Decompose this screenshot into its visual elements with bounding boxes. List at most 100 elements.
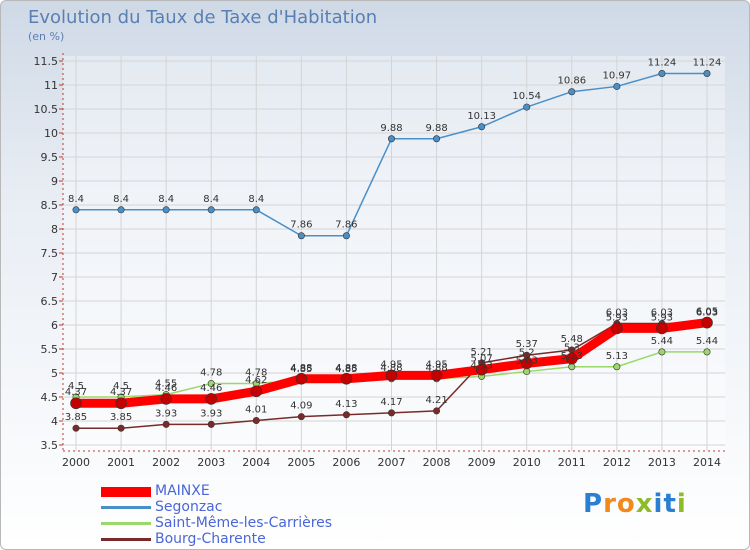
y-tick-label: 6.5 bbox=[41, 295, 59, 308]
logo-letter: i bbox=[653, 489, 664, 519]
data-point bbox=[520, 357, 533, 370]
data-label: 5.3 bbox=[564, 343, 580, 354]
data-point bbox=[430, 369, 443, 382]
data-label: 4.5 bbox=[113, 381, 129, 392]
legend-label: MAINXE bbox=[155, 483, 210, 499]
data-point bbox=[115, 397, 127, 410]
data-point bbox=[297, 413, 305, 421]
data-point bbox=[70, 397, 82, 410]
data-label: 9.88 bbox=[380, 123, 402, 134]
data-label: 4.85 bbox=[335, 364, 357, 375]
y-tick-label: 9 bbox=[51, 175, 58, 188]
y-tick-label: 11.5 bbox=[34, 55, 59, 68]
data-point bbox=[342, 232, 350, 240]
data-label: 4.88 bbox=[290, 363, 312, 374]
data-point bbox=[387, 135, 395, 143]
data-point bbox=[207, 420, 215, 428]
x-tick-label: 2001 bbox=[107, 456, 135, 469]
data-label: 5.44 bbox=[696, 336, 718, 347]
data-label: 4.62 bbox=[245, 375, 267, 386]
data-label: 6.03 bbox=[696, 308, 718, 319]
legend-swatch bbox=[101, 522, 151, 525]
y-tick-label: 4.5 bbox=[41, 391, 59, 404]
logo-letter: o bbox=[616, 489, 636, 519]
x-tick-label: 2014 bbox=[693, 456, 721, 469]
data-point bbox=[295, 372, 308, 385]
logo-letter: i bbox=[676, 489, 687, 519]
x-tick-label: 2003 bbox=[197, 456, 225, 469]
data-label: 3.93 bbox=[155, 408, 177, 419]
data-point bbox=[703, 69, 711, 77]
data-label: 4.55 bbox=[155, 379, 177, 390]
data-label: 11.24 bbox=[648, 57, 677, 68]
y-tick-label: 10.5 bbox=[34, 103, 59, 116]
data-label: 4.88 bbox=[335, 363, 357, 374]
data-point bbox=[117, 424, 125, 432]
x-tick-label: 2004 bbox=[242, 456, 270, 469]
data-point bbox=[342, 411, 350, 419]
data-point bbox=[703, 348, 711, 356]
data-point bbox=[160, 393, 172, 405]
data-point bbox=[701, 316, 713, 329]
data-label: 3.85 bbox=[110, 412, 132, 423]
legend-swatch bbox=[101, 506, 151, 509]
logo-letter: t bbox=[663, 489, 677, 519]
data-label: 4.85 bbox=[290, 364, 312, 375]
chart-title: Evolution du Taux de Taxe d'Habitation bbox=[28, 7, 378, 28]
y-tick-label: 5.5 bbox=[41, 343, 59, 356]
data-label: 4.01 bbox=[245, 405, 267, 416]
y-tick-label: 7 bbox=[51, 271, 58, 284]
data-label: 4.37 bbox=[110, 387, 132, 398]
data-point bbox=[72, 206, 80, 214]
data-label: 5.44 bbox=[651, 336, 673, 347]
data-label: 5.03 bbox=[516, 356, 538, 367]
data-point bbox=[478, 123, 486, 131]
data-point bbox=[658, 69, 666, 77]
data-point bbox=[658, 348, 666, 356]
data-label: 4.88 bbox=[425, 363, 447, 374]
data-label: 5.93 bbox=[606, 312, 628, 323]
x-tick-label: 2008 bbox=[423, 456, 451, 469]
data-point bbox=[565, 352, 578, 365]
data-label: 8.4 bbox=[158, 194, 174, 205]
x-tick-label: 2007 bbox=[378, 456, 406, 469]
data-label: 4.78 bbox=[200, 368, 222, 379]
data-point bbox=[252, 206, 260, 214]
legend-swatch bbox=[101, 487, 151, 497]
data-point bbox=[433, 135, 441, 143]
data-point bbox=[613, 82, 621, 90]
data-label: 8.4 bbox=[203, 194, 219, 205]
data-label: 4.88 bbox=[380, 363, 402, 374]
data-label: 5.2 bbox=[519, 347, 535, 358]
data-label: 4.37 bbox=[65, 387, 87, 398]
data-point bbox=[205, 393, 218, 405]
data-point bbox=[207, 206, 215, 214]
y-tick-label: 8.5 bbox=[41, 199, 59, 212]
data-point bbox=[523, 103, 531, 111]
data-label: 4.21 bbox=[425, 395, 447, 406]
x-tick-label: 2002 bbox=[152, 456, 180, 469]
data-point bbox=[568, 363, 576, 371]
data-label: 8.4 bbox=[248, 194, 264, 205]
data-label: 8.4 bbox=[113, 194, 129, 205]
data-point bbox=[162, 206, 170, 214]
y-tick-label: 4 bbox=[51, 415, 58, 428]
x-tick-label: 2011 bbox=[558, 456, 586, 469]
x-tick-label: 2009 bbox=[468, 456, 496, 469]
data-point bbox=[433, 407, 441, 415]
logo-letter: r bbox=[603, 489, 617, 519]
data-point bbox=[568, 88, 576, 96]
data-label: 4.17 bbox=[380, 397, 402, 408]
data-point bbox=[475, 363, 488, 376]
y-tick-label: 7.5 bbox=[41, 247, 59, 260]
unit-label: (en %) bbox=[28, 30, 65, 43]
data-label: 5.37 bbox=[516, 339, 538, 350]
data-label: 5.13 bbox=[606, 351, 628, 362]
data-label: 8.4 bbox=[68, 194, 84, 205]
data-label: 5.48 bbox=[561, 334, 583, 345]
legend-label: Saint-Même-les-Carrières bbox=[155, 515, 333, 531]
legend-swatch bbox=[101, 538, 151, 541]
data-label: 4.78 bbox=[245, 368, 267, 379]
data-point bbox=[613, 363, 621, 371]
data-label: 6.03 bbox=[651, 308, 673, 319]
